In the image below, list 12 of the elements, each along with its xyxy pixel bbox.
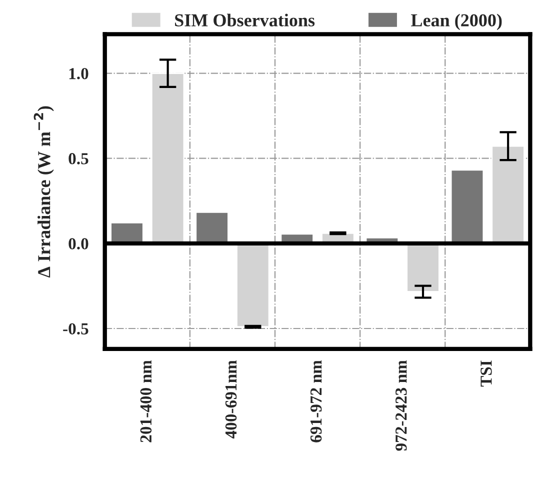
- y-tick-label: 0.0: [68, 238, 88, 250]
- x-tick-label: 972-2423 nm: [396, 360, 407, 451]
- y-tick-label: 0.5: [68, 153, 88, 164]
- y-axis-title: Δ Irradiance (W m$^{−2}$): [34, 106, 54, 278]
- legend-label: SIM Observations: [175, 14, 315, 26]
- x-tick-label: 691-972 nm: [310, 360, 322, 442]
- y-tick-label: 1.0: [69, 68, 88, 80]
- y-tick-label: -0.5: [63, 323, 88, 335]
- x-tick-label: 201-400 nm: [140, 360, 152, 442]
- x-tick-label: 400-691nm: [225, 360, 237, 438]
- legend-label: Lean (2000): [411, 14, 502, 30]
- x-tick-label: TSI: [480, 360, 492, 387]
